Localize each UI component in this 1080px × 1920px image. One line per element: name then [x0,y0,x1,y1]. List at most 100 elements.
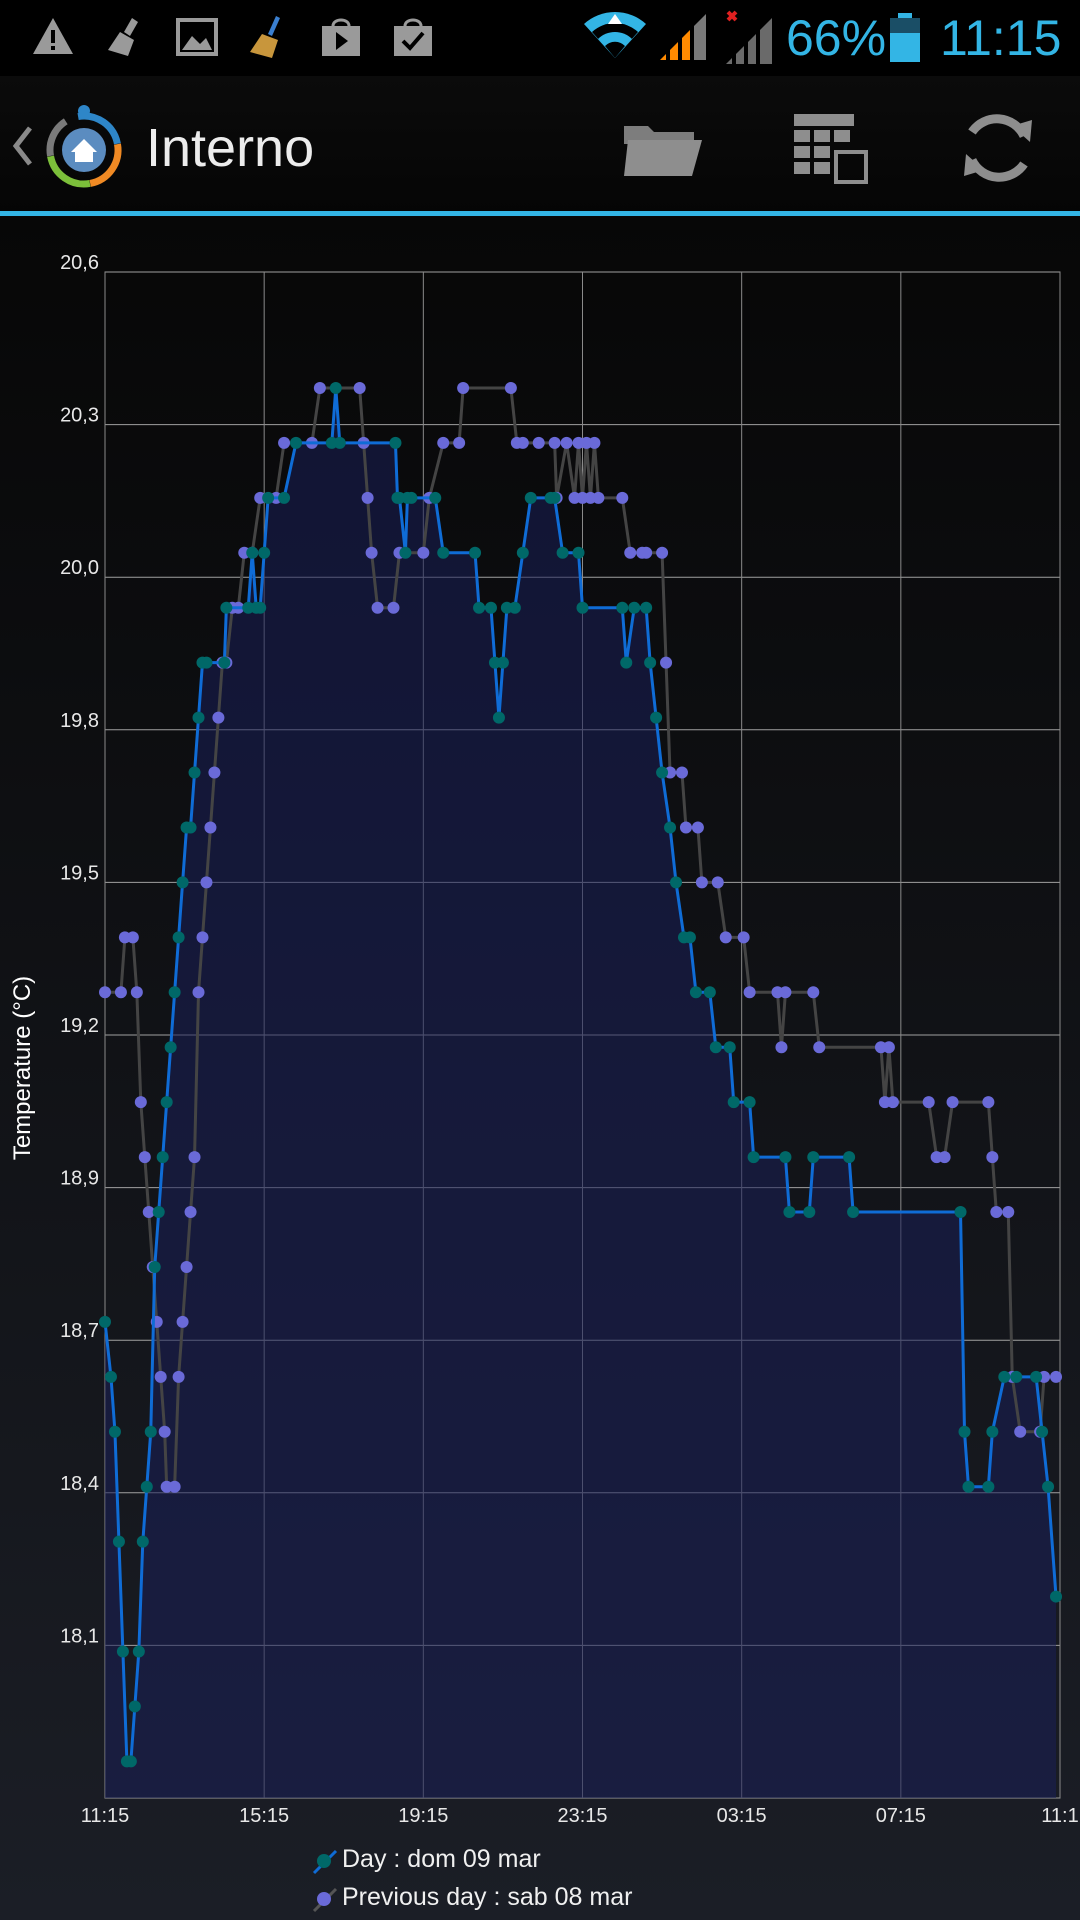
refresh-icon[interactable] [950,108,1046,188]
data-point [116,1645,129,1658]
data-point [683,931,696,944]
data-point [168,986,181,999]
data-point [660,656,673,669]
data-point [290,436,302,449]
data-point [154,1370,167,1383]
data-point [469,546,482,559]
page-title: Interno [146,118,315,178]
data-point [160,1096,173,1109]
y-tick-label: 20,3 [60,405,99,427]
data-point [576,601,589,614]
data-point [158,1425,171,1438]
y-tick-label: 18,4 [60,1473,99,1495]
shopping-bag-icon [322,18,360,56]
series-area-fill [105,387,1057,1798]
home-logo-icon[interactable] [42,104,126,188]
data-point [180,1260,193,1273]
data-point [946,1096,959,1109]
action-bar-divider [0,211,1080,216]
data-point [640,546,653,559]
data-point [192,711,205,724]
battery-icon [890,13,920,62]
x-tick-label: 15:15 [239,1805,289,1827]
folder-icon[interactable] [614,108,710,188]
legend-previous-day-label: Previous day : sab 08 mar [342,1883,633,1911]
data-point [1014,1425,1027,1438]
calendar-icon[interactable] [782,108,878,188]
data-point [184,821,197,834]
data-point [124,1755,137,1768]
data-point [99,986,111,999]
data-point [990,1206,1003,1219]
data-point [1050,1370,1063,1383]
data-point [172,1370,185,1383]
back-chevron-icon[interactable] [10,124,34,168]
data-point [1002,1206,1015,1219]
data-point [727,1096,740,1109]
status-bar: 66% 11:15 [0,0,1080,76]
legend-previous-day-icon [312,1887,338,1913]
data-point [670,876,683,889]
data-point [387,601,400,614]
data-point [329,381,342,394]
data-point [192,986,205,999]
data-point [204,821,217,834]
data-point [548,491,561,504]
data-point [196,931,209,944]
data-point [313,381,326,394]
data-point [104,1370,117,1383]
y-tick-label: 18,1 [60,1625,99,1647]
data-point [620,656,633,669]
data-point [112,1535,125,1548]
x-tick-label: 23:15 [557,1805,607,1827]
data-point [847,1206,860,1219]
data-point [164,1041,177,1054]
data-point [556,546,569,559]
data-point [144,1425,157,1438]
image-icon [176,18,218,56]
warning-icon [33,18,73,54]
data-point [803,1206,816,1219]
data-point [779,986,792,999]
data-point [616,491,629,504]
data-point [389,436,402,449]
data-point [188,1151,201,1164]
data-point [675,766,688,779]
data-point [484,601,497,614]
chart-series [99,381,1063,1768]
data-point [779,1151,792,1164]
data-point [986,1151,999,1164]
data-point [886,1096,899,1109]
data-point [747,1151,760,1164]
data-point [172,931,185,944]
data-point [437,436,450,449]
data-point [650,711,663,724]
data-point [516,546,529,559]
data-point [644,656,657,669]
data-point [938,1151,951,1164]
data-point [138,1151,151,1164]
y-tick-label: 20,0 [60,557,99,579]
data-point [496,656,509,669]
chart-labels: 20,6 20,3 20,0 19,8 19,5 19,2 18,9 18,7 18,4 18,1… [60,252,1079,1827]
data-point [142,1206,155,1219]
data-point [246,546,259,559]
data-point [126,931,139,944]
task-bag-icon [394,18,432,56]
data-point [473,601,486,614]
data-point [148,1260,161,1273]
data-point [132,1645,145,1658]
data-point [457,381,470,394]
data-point [743,1096,756,1109]
data-point [184,1206,197,1219]
data-point [254,601,267,614]
data-point [1050,1590,1063,1603]
data-point [262,491,275,504]
data-point [954,1206,967,1219]
data-point [1042,1480,1055,1493]
data-point [492,711,505,724]
data-point [592,491,605,504]
data-point [524,491,537,504]
data-point [958,1425,971,1438]
data-point [737,931,750,944]
